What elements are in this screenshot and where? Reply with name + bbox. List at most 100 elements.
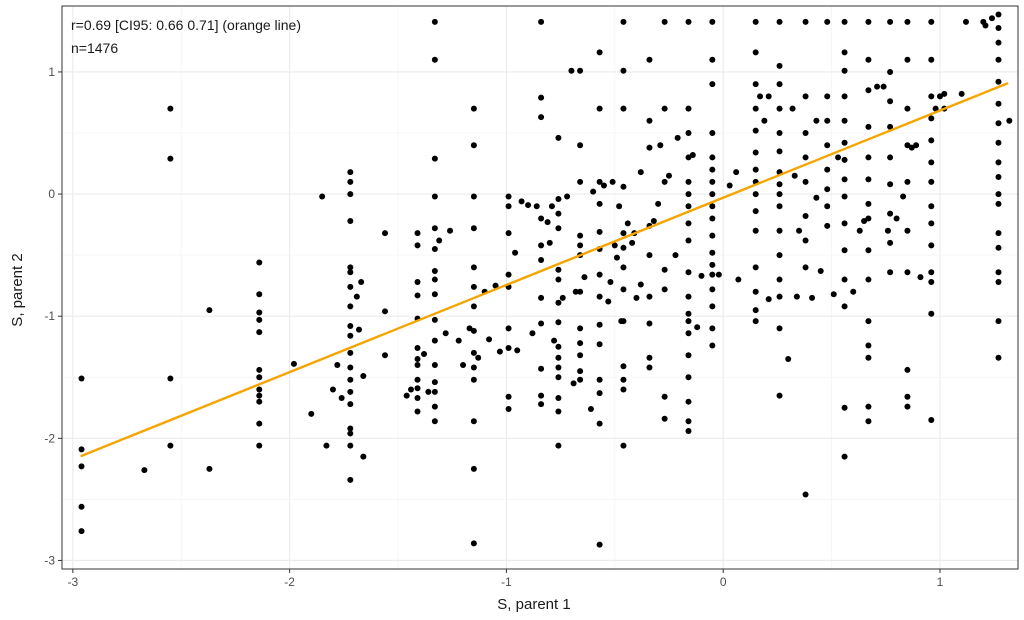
data-point	[865, 354, 872, 361]
data-point	[620, 264, 627, 271]
data-point	[431, 268, 438, 275]
data-point	[596, 200, 603, 207]
data-point	[904, 105, 911, 112]
data-point	[789, 105, 796, 112]
data-point	[709, 18, 716, 25]
data-point	[802, 93, 809, 100]
data-point	[431, 193, 438, 200]
data-point	[824, 166, 831, 173]
data-point	[360, 453, 367, 460]
fit-line	[80, 82, 1009, 458]
data-point	[421, 351, 428, 358]
data-point	[776, 227, 783, 234]
data-point	[776, 148, 783, 155]
data-point	[776, 203, 783, 210]
data-point	[256, 259, 263, 266]
data-point	[928, 417, 935, 424]
data-point	[685, 293, 692, 300]
data-point	[856, 227, 863, 234]
data-point	[776, 325, 783, 332]
data-point	[685, 178, 692, 185]
data-point	[577, 288, 584, 295]
data-point	[865, 276, 872, 283]
data-point	[78, 463, 85, 470]
annotation-sample-size: n=1476	[71, 40, 118, 56]
data-point	[347, 269, 354, 276]
data-point	[900, 193, 907, 200]
data-point	[752, 105, 759, 112]
data-point	[995, 318, 1002, 325]
data-point	[347, 425, 354, 432]
data-point	[802, 154, 809, 161]
data-point	[470, 327, 477, 334]
data-point	[577, 142, 584, 149]
data-point	[382, 230, 389, 237]
data-point	[650, 217, 657, 224]
data-point	[347, 349, 354, 356]
data-point	[928, 115, 935, 122]
data-point	[841, 49, 848, 56]
data-point	[525, 202, 532, 209]
data-point	[470, 225, 477, 232]
data-point	[596, 541, 603, 548]
data-point	[78, 528, 85, 535]
data-point	[830, 291, 837, 298]
data-point	[570, 380, 577, 387]
data-point	[661, 393, 668, 400]
data-point	[685, 318, 692, 325]
data-point	[538, 365, 545, 372]
data-point	[685, 374, 692, 381]
data-point	[167, 442, 174, 449]
data-point	[431, 246, 438, 253]
data-point	[698, 272, 705, 279]
data-point	[486, 336, 493, 343]
data-point	[887, 123, 894, 130]
data-point	[689, 151, 696, 158]
data-point	[988, 15, 995, 22]
data-point	[995, 139, 1002, 146]
data-point	[865, 318, 872, 325]
data-point	[709, 325, 716, 332]
data-point	[637, 281, 644, 288]
data-point	[904, 178, 911, 185]
data-point	[841, 276, 848, 283]
data-point	[709, 232, 716, 239]
data-point	[323, 442, 330, 449]
x-tick-label: 0	[720, 575, 727, 589]
data-point	[347, 364, 354, 371]
data-point	[460, 362, 467, 369]
data-point	[995, 159, 1002, 166]
data-point	[447, 227, 454, 234]
data-point	[752, 264, 759, 271]
data-point	[78, 446, 85, 453]
data-point	[596, 228, 603, 235]
data-point	[865, 123, 872, 130]
data-point	[360, 373, 367, 380]
data-point	[752, 149, 759, 156]
data-point	[661, 286, 668, 293]
data-point	[329, 386, 336, 393]
data-point	[661, 105, 668, 112]
data-point	[817, 268, 824, 275]
data-point	[672, 252, 679, 259]
data-point	[414, 362, 421, 369]
data-point	[577, 242, 584, 249]
data-point	[685, 418, 692, 425]
data-point	[347, 401, 354, 408]
data-point	[841, 18, 848, 25]
data-point	[995, 173, 1002, 180]
data-point	[913, 142, 920, 149]
data-point	[442, 330, 449, 337]
data-point	[470, 540, 477, 547]
data-point	[646, 364, 653, 371]
data-point	[646, 144, 653, 151]
data-point	[802, 130, 809, 137]
data-point	[685, 269, 692, 276]
data-point	[611, 242, 618, 249]
data-point	[752, 191, 759, 198]
data-point	[256, 366, 263, 373]
data-point	[865, 87, 872, 94]
data-point	[596, 321, 603, 328]
data-point	[431, 418, 438, 425]
data-point	[431, 362, 438, 369]
